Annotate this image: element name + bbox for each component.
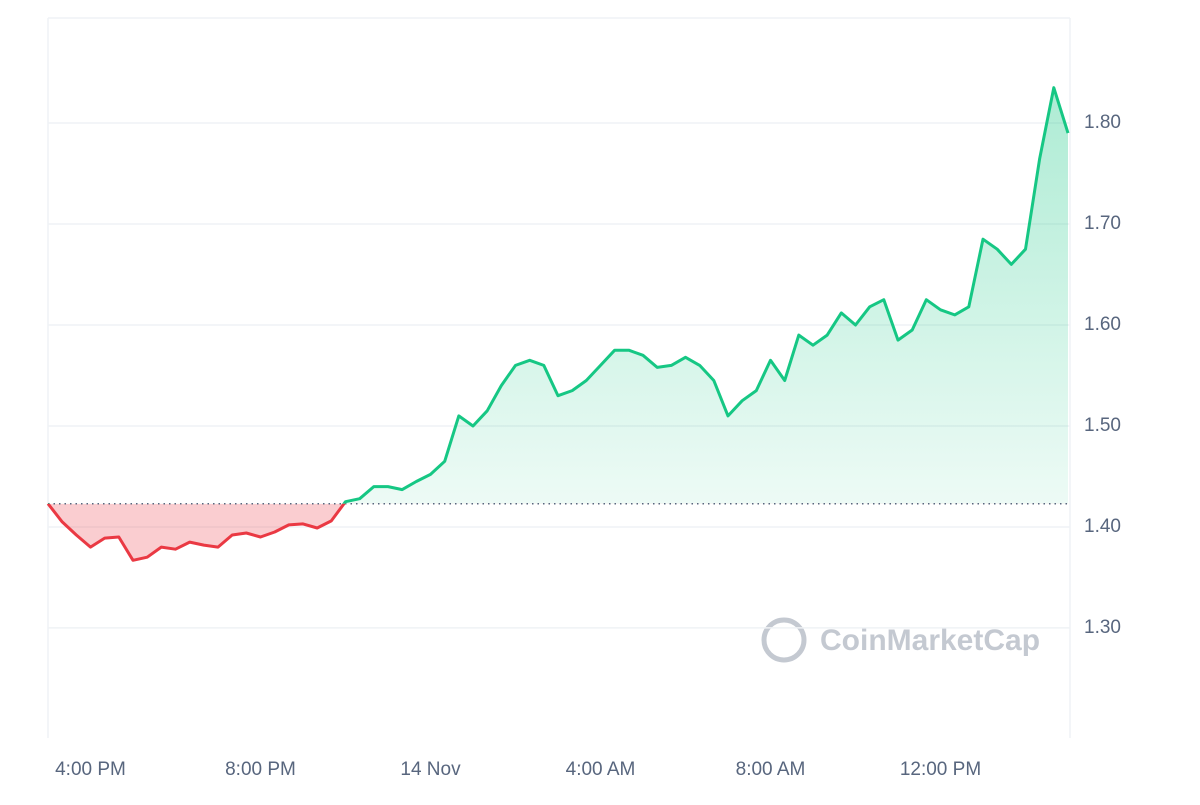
y-tick-label: 1.40	[1084, 516, 1121, 537]
x-tick-label: 14 Nov	[400, 759, 461, 780]
area-up	[48, 87, 1068, 504]
watermark: CoinMarketCap	[761, 617, 1040, 663]
y-tick-label: 1.60	[1084, 314, 1121, 335]
price-line-down	[46, 503, 346, 562]
y-tick-label: 1.30	[1084, 617, 1121, 638]
x-tick-label: 8:00 PM	[225, 759, 296, 780]
price-line-up	[47, 86, 1070, 504]
y-tick-label: 1.80	[1084, 112, 1121, 133]
watermark-text: CoinMarketCap	[820, 624, 1040, 657]
watermark-logo	[761, 617, 807, 663]
y-tick-label: 1.70	[1084, 213, 1121, 234]
x-tick-label: 4:00 PM	[55, 759, 126, 780]
x-tick-label: 8:00 AM	[736, 759, 806, 780]
x-tick-label: 12:00 PM	[900, 759, 981, 780]
y-tick-label: 1.50	[1084, 415, 1121, 436]
area-down	[48, 503, 345, 561]
x-tick-label: 4:00 AM	[566, 759, 636, 780]
